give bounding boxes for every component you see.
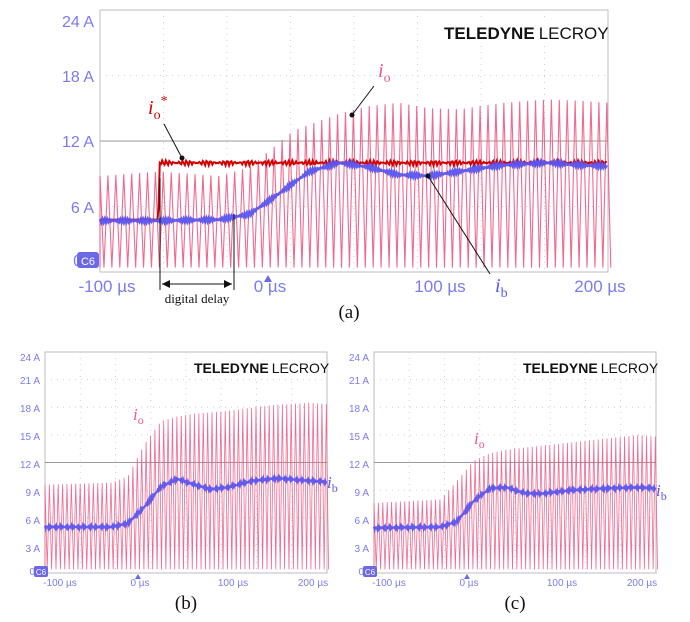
- ib-trace-a: [98, 157, 608, 227]
- y-tick-b-6: 6 A: [26, 516, 41, 527]
- brand-bold-b: TELEDYNE: [194, 360, 269, 376]
- y-tick-c-6: 6 A: [355, 516, 370, 527]
- ref-label-a: io*: [148, 94, 185, 161]
- io-ripple-trace: [44, 402, 329, 570]
- caption-a: (a): [338, 302, 359, 323]
- y-tick-a-6: 6 A: [71, 200, 94, 217]
- ib-label-a: ib: [425, 173, 508, 301]
- ib-trace: [43, 473, 328, 533]
- io-trace-a: [99, 99, 612, 268]
- svg-text:io*: io*: [148, 94, 168, 123]
- brand-light-c: LECROY: [601, 360, 659, 376]
- io-ripple-trace: [99, 99, 612, 268]
- x-tick-a-m100: -100 µs: [78, 277, 135, 296]
- y-tick-a-24: 24 A: [62, 14, 94, 31]
- io-label-a: io: [349, 60, 391, 118]
- x-tick-a-200: 200 µs: [574, 277, 625, 296]
- y-tick-c-3: 3 A: [355, 544, 370, 555]
- panel-c: TELEDYNE LECROY 24 A 21 A 18 A 15 A 12 A …: [349, 351, 667, 614]
- panel-b: TELEDYNE LECROY 24 A 21 A 18 A 15 A 12 A …: [20, 351, 338, 614]
- channel-badge-c-text: C6: [365, 568, 376, 577]
- trigger-marker-c: [464, 574, 470, 579]
- x-tick-a-100: 100 µs: [414, 277, 465, 296]
- y-tick-b-15: 15 A: [20, 432, 40, 443]
- brand-c: TELEDYNE LECROY: [521, 357, 659, 377]
- y-tick-c-18: 18 A: [349, 404, 369, 415]
- io-trace-c: [373, 435, 658, 570]
- channel-badge-c: [363, 566, 377, 577]
- x-tick-c-0: 0 µs: [459, 578, 478, 589]
- ib-label-b: ib: [327, 473, 338, 495]
- y-tick-b-18: 18 A: [20, 404, 40, 415]
- channel-badge-a: [77, 252, 99, 268]
- brand-light-a: LECROY: [539, 24, 609, 43]
- digital-delay-label: digital delay: [165, 291, 230, 306]
- y-tick-c-24: 24 A: [349, 353, 369, 364]
- y-tick-a-18: 18 A: [62, 69, 94, 86]
- brand-light-b: LECROY: [272, 360, 330, 376]
- caption-b: (b): [175, 593, 197, 614]
- channel-badge-a-text: C6: [81, 256, 95, 268]
- trigger-marker-a: [264, 275, 272, 282]
- io-label-c: io: [474, 429, 485, 451]
- x-tick-a-0: 0 µs: [254, 277, 286, 296]
- ib-label-c: ib: [656, 481, 667, 503]
- digital-delay-annotation: digital delay: [159, 178, 235, 306]
- y-tick-c-15: 15 A: [349, 432, 369, 443]
- svg-text:ib: ib: [495, 275, 508, 301]
- y-tick-c-9: 9 A: [355, 488, 370, 499]
- ib-trace: [372, 481, 657, 534]
- y-tick-b-24: 24 A: [20, 353, 40, 364]
- y-tick-b-0: 0: [29, 567, 35, 578]
- y-tick-b-9: 9 A: [26, 488, 41, 499]
- ib-trace-c: [372, 481, 657, 534]
- x-tick-c-m100: -100 µs: [372, 578, 406, 589]
- channel-badge-b-text: C6: [36, 568, 47, 577]
- caption-c: (c): [504, 593, 525, 614]
- x-tick-b-m100: -100 µs: [43, 578, 77, 589]
- channel-badge-b: [34, 566, 48, 577]
- ib-trace-b: [43, 473, 328, 533]
- y-tick-b-3: 3 A: [26, 544, 41, 555]
- x-tick-b-200: 200 µs: [298, 578, 328, 589]
- y-tick-c-12: 12 A: [349, 460, 369, 471]
- y-tick-b-12: 12 A: [20, 460, 40, 471]
- brand-b: TELEDYNE LECROY: [192, 357, 330, 377]
- y-tick-b-21: 21 A: [20, 376, 40, 387]
- trigger-marker-b: [135, 574, 141, 579]
- y-tick-c-0: 0: [358, 567, 364, 578]
- io-label-b: io: [133, 405, 144, 427]
- y-tick-a-12: 12 A: [62, 134, 94, 151]
- io-ripple-trace: [373, 435, 658, 570]
- x-tick-b-100: 100 µs: [218, 578, 248, 589]
- x-tick-c-200: 200 µs: [627, 578, 657, 589]
- y-tick-c-21: 21 A: [349, 376, 369, 387]
- x-tick-b-0: 0 µs: [130, 578, 149, 589]
- ib-trace: [98, 157, 608, 227]
- x-tick-c-100: 100 µs: [547, 578, 577, 589]
- io-trace-b: [44, 402, 329, 570]
- brand-bold-a: TELEDYNE: [444, 24, 535, 43]
- brand-a: TELEDYNE LECROY: [440, 20, 609, 44]
- svg-text:io: io: [378, 60, 391, 86]
- brand-bold-c: TELEDYNE: [523, 360, 598, 376]
